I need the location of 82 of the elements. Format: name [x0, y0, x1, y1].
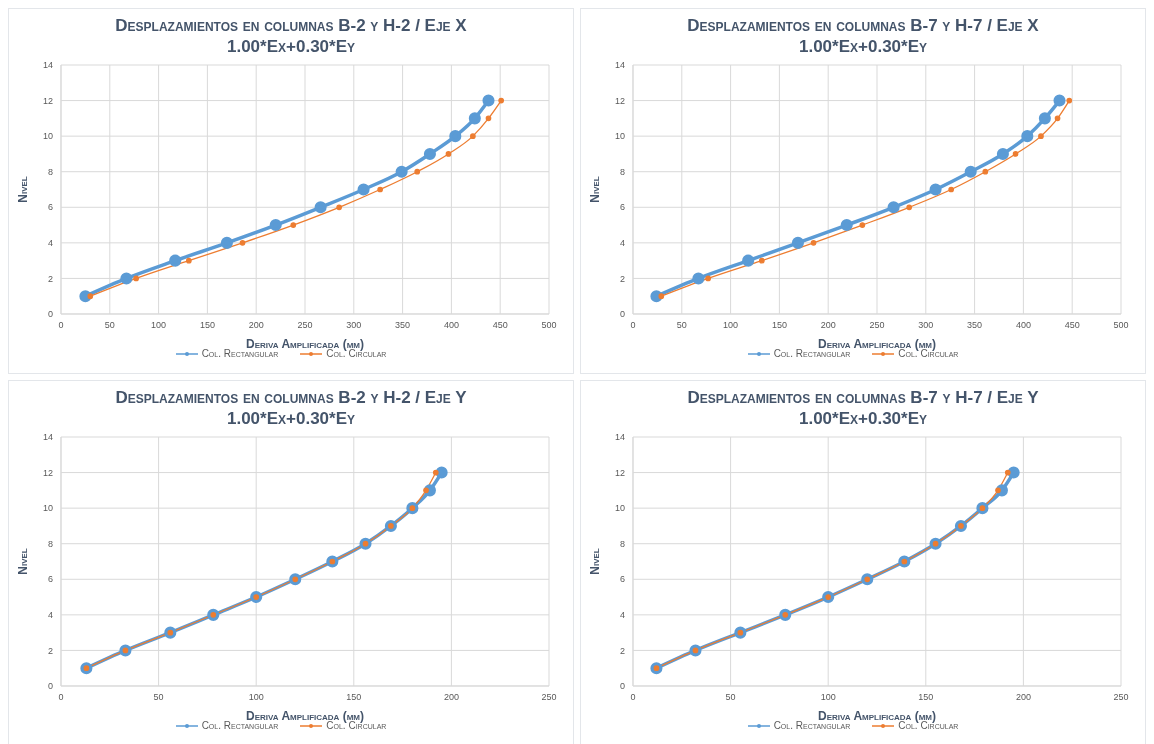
y-tick-label: 10 [42, 503, 53, 514]
x-tick-label: 50 [153, 692, 164, 703]
x-tick-label: 450 [492, 320, 508, 331]
x-tick-label: 300 [918, 320, 934, 331]
x-tick-label: 200 [248, 320, 264, 331]
x-tick-label: 250 [541, 692, 557, 703]
chart-subtitle: 1.00*Ex+0.30*Ey [226, 36, 356, 57]
y-tick-label: 2 [619, 645, 625, 656]
y-tick-label: 6 [619, 202, 625, 213]
y-tick-label: 4 [619, 238, 625, 249]
x-tick-label: 100 [151, 320, 167, 331]
y-tick-label: 12 [42, 467, 53, 478]
x-tick-label: 350 [967, 320, 983, 331]
x-tick-label: 250 [297, 320, 313, 331]
x-tick-label: 0 [630, 320, 636, 331]
y-tick-label: 4 [47, 238, 53, 249]
chart-subtitle: 1.00*Ex+0.30*Ey [798, 408, 928, 429]
x-tick-label: 450 [1064, 320, 1080, 331]
y-axis-title: Nivel [588, 176, 603, 203]
x-tick-label: 250 [1113, 692, 1129, 703]
x-tick-label: 0 [58, 692, 64, 703]
y-tick-label: 0 [47, 309, 53, 320]
x-tick-label: 500 [541, 320, 557, 331]
x-tick-label: 200 [1015, 692, 1031, 703]
y-tick-label: 14 [614, 60, 625, 71]
x-tick-label: 500 [1113, 320, 1129, 331]
legend-label: Col. Rectangular [772, 348, 851, 359]
chart-subtitle: 1.00*Ex+0.30*Ey [798, 36, 928, 57]
x-tick-label: 100 [820, 692, 836, 703]
y-axis-title: Nivel [588, 548, 603, 575]
chart-subtitle: 1.00*Ex+0.30*Ey [226, 408, 356, 429]
x-tick-label: 0 [630, 692, 636, 703]
legend-label: Col. Rectangular [200, 348, 279, 359]
y-tick-label: 12 [42, 95, 53, 106]
x-tick-label: 200 [820, 320, 836, 331]
y-tick-label: 2 [47, 645, 53, 656]
y-tick-label: 6 [619, 574, 625, 585]
y-axis-title: Nivel [16, 548, 31, 575]
x-tick-label: 300 [346, 320, 362, 331]
y-tick-label: 4 [619, 610, 625, 621]
chart-title: Desplazamientos en columnas B-2 y H-2 / Eje X [114, 15, 468, 36]
y-tick-label: 12 [614, 95, 625, 106]
y-tick-label: 14 [42, 60, 53, 71]
y-tick-label: 8 [619, 166, 625, 177]
y-tick-label: 8 [619, 538, 625, 549]
x-tick-label: 100 [723, 320, 739, 331]
legend-label: Col. Rectangular [772, 720, 851, 731]
y-axis-title: Nivel [16, 176, 31, 203]
x-tick-label: 350 [395, 320, 411, 331]
x-tick-label: 0 [58, 320, 64, 331]
x-tick-label: 400 [443, 320, 459, 331]
chart-title: Desplazamientos en columnas B-7 y H-7 / Eje X [686, 15, 1040, 36]
chart-title: Desplazamientos en columnas B-2 y H-2 / Eje Y [114, 387, 468, 408]
y-tick-label: 0 [619, 681, 625, 692]
y-tick-label: 2 [47, 273, 53, 284]
x-tick-label: 50 [676, 320, 687, 331]
y-tick-label: 6 [47, 202, 53, 213]
y-tick-label: 4 [47, 610, 53, 621]
y-tick-label: 8 [47, 166, 53, 177]
x-tick-label: 150 [918, 692, 934, 703]
chart-title: Desplazamientos en columnas B-7 y H-7 / Eje Y [686, 387, 1040, 408]
x-tick-label: 100 [248, 692, 264, 703]
y-tick-label: 0 [619, 309, 625, 320]
y-tick-label: 10 [614, 503, 625, 514]
x-tick-label: 250 [869, 320, 885, 331]
y-tick-label: 2 [619, 273, 625, 284]
y-tick-label: 10 [614, 131, 625, 142]
x-tick-label: 200 [443, 692, 459, 703]
legend-label: Col. Rectangular [200, 720, 279, 731]
y-tick-label: 10 [42, 131, 53, 142]
y-tick-label: 6 [47, 574, 53, 585]
y-tick-label: 0 [47, 681, 53, 692]
y-tick-label: 14 [42, 432, 53, 443]
x-tick-label: 150 [199, 320, 215, 331]
y-tick-label: 12 [614, 467, 625, 478]
x-tick-label: 400 [1015, 320, 1031, 331]
x-tick-label: 50 [104, 320, 115, 331]
y-tick-label: 14 [614, 432, 625, 443]
y-tick-label: 8 [47, 538, 53, 549]
x-tick-label: 150 [771, 320, 787, 331]
x-tick-label: 50 [725, 692, 736, 703]
x-tick-label: 150 [346, 692, 362, 703]
